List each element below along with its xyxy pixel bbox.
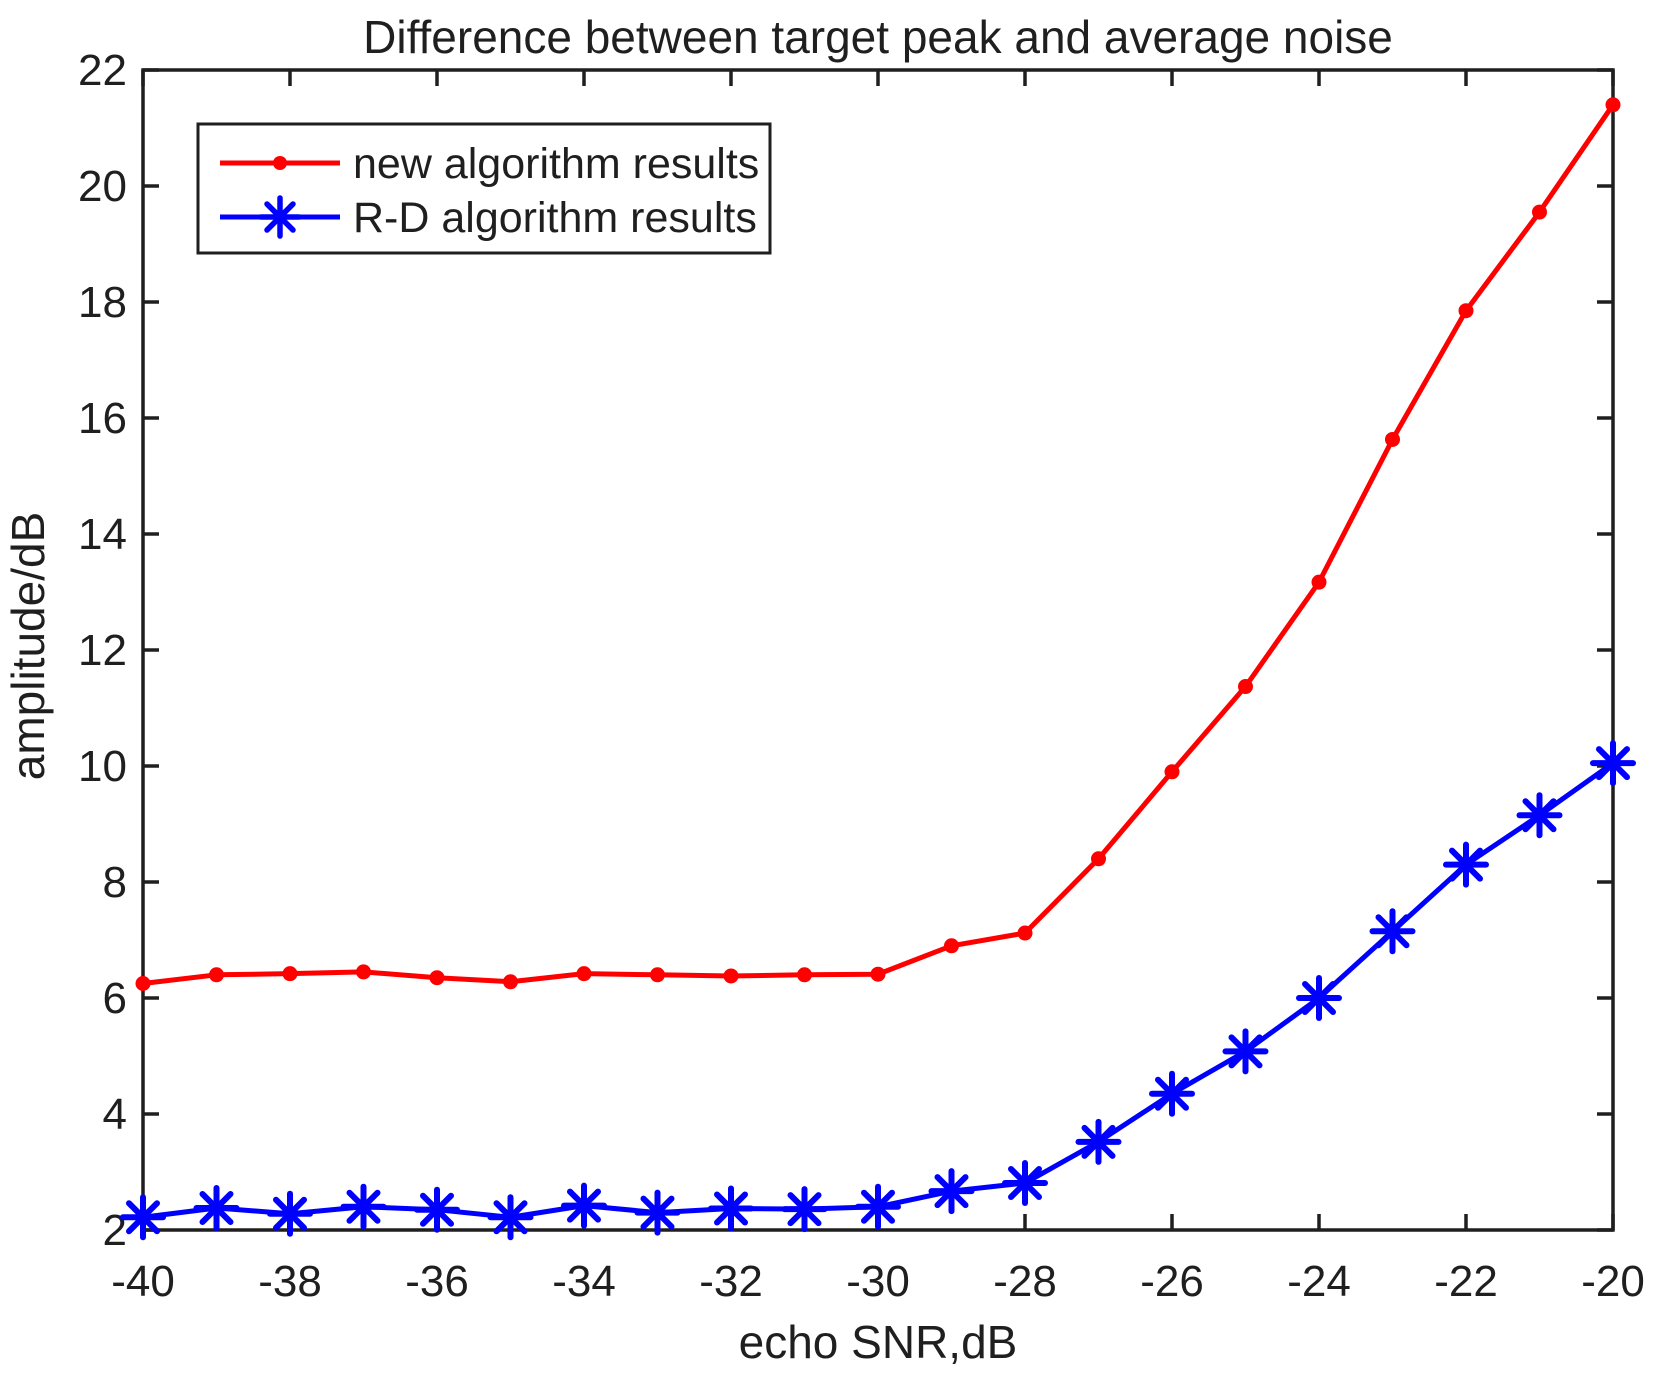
dot-marker-icon [273, 156, 287, 170]
asterisk-arm [420, 1192, 454, 1227]
data-point-asterisk [1369, 908, 1416, 955]
asterisk-arm [861, 1189, 895, 1224]
x-tick-label: -40 [111, 1257, 175, 1306]
data-point-asterisk [708, 1185, 754, 1232]
data-point-asterisk [1149, 1070, 1195, 1117]
data-point-dot [356, 964, 371, 980]
data-point-dot [429, 970, 445, 986]
data-point-asterisk [634, 1189, 681, 1236]
data-point-asterisk [120, 1194, 166, 1241]
legend-entry-new-algorithm: new algorithm results [220, 140, 759, 188]
legend-label-new-algorithm: new algorithm results [353, 140, 759, 188]
asterisk-arm [714, 1191, 748, 1226]
y-tick-label: 22 [78, 46, 127, 95]
asterisk-arm [1081, 1124, 1116, 1159]
data-point-asterisk [414, 1186, 460, 1233]
data-point-asterisk [1296, 975, 1342, 1021]
data-point-dot [1311, 574, 1327, 590]
y-tick-label: 10 [78, 742, 127, 791]
asterisk-marker-icon [258, 195, 302, 239]
data-point-dot [1605, 97, 1621, 113]
x-tick-label: -24 [1287, 1257, 1351, 1306]
data-point-dot [503, 974, 518, 990]
asterisk-arm [126, 1200, 160, 1235]
y-tick-label: 12 [78, 626, 127, 675]
chart-title: Difference between target peak and avera… [363, 11, 1393, 63]
asterisk-arm [1449, 847, 1483, 882]
asterisk-arm [493, 1200, 528, 1235]
data-point-dot [1017, 925, 1033, 941]
data-point-dot [797, 967, 812, 983]
legend-label-rd-algorithm: R-D algorithm results [353, 194, 757, 242]
y-tick-label: 8 [103, 858, 127, 907]
y-tick-label: 20 [78, 162, 127, 211]
data-point-asterisk [1075, 1118, 1122, 1165]
data-point-dot [135, 976, 151, 991]
y-tick-label: 14 [78, 510, 127, 559]
data-point-dot [723, 968, 739, 984]
asterisk-arm [273, 1196, 307, 1231]
data-point-dot [1458, 303, 1474, 319]
asterisk-arm [640, 1195, 675, 1230]
x-tick-label: -28 [993, 1257, 1057, 1306]
data-point-asterisk [928, 1168, 975, 1215]
data-point-asterisk [781, 1186, 828, 1233]
asterisk-arm [1375, 914, 1410, 949]
data-point-asterisk [1443, 841, 1489, 888]
data-point-asterisk [193, 1184, 240, 1231]
asterisk-arm [1522, 798, 1557, 833]
x-tick-label: -36 [405, 1257, 469, 1306]
data-point-dot [870, 966, 886, 982]
data-point-asterisk [855, 1183, 901, 1230]
data-point-dot [1091, 851, 1106, 867]
series-line-rd-algorithm [142, 761, 1615, 1220]
data-point-asterisk [340, 1183, 387, 1230]
asterisk-arm [1302, 981, 1336, 1015]
data-point-asterisk [561, 1182, 607, 1229]
data-point-asterisk [487, 1194, 534, 1241]
y-axis-label: amplitude/dB [2, 512, 54, 781]
data-point-dot [209, 967, 224, 983]
asterisk-arm [1228, 1034, 1263, 1069]
y-tick-label: 4 [103, 1090, 127, 1139]
data-point-dot [944, 938, 959, 954]
x-tick-label: -22 [1434, 1257, 1498, 1306]
asterisk-arm [787, 1192, 822, 1227]
legend-entry-rd-algorithm: R-D algorithm results [220, 194, 757, 242]
legend: new algorithm results R-D algorithm resu… [196, 122, 772, 255]
data-point-dot [1385, 431, 1400, 447]
data-point-dot [1164, 764, 1180, 780]
data-point-dot [576, 966, 592, 982]
data-point-dot [1532, 204, 1547, 220]
plot-area: -40 -38 -36 -34 -32 -30 -28 -26 -24 -22 -20 2 4 6 8 10 1… [78, 46, 1645, 1306]
asterisk-arm [346, 1189, 381, 1224]
x-tick-label: -30 [846, 1257, 910, 1306]
x-tick-label: -38 [258, 1257, 322, 1306]
data-point-asterisk [1516, 792, 1563, 839]
asterisk-arm [934, 1174, 969, 1209]
data-point-dot [282, 966, 298, 982]
y-tick-label: 16 [78, 394, 127, 443]
y-tick-label: 18 [78, 278, 127, 327]
data-point-asterisk [1002, 1160, 1048, 1207]
asterisk-arm [1596, 746, 1630, 781]
data-point-asterisk [1222, 1028, 1269, 1075]
asterisk-arm [1155, 1076, 1189, 1111]
asterisk-arm [199, 1190, 234, 1225]
data-point-dot [1238, 679, 1253, 695]
asterisk-arm [1008, 1166, 1042, 1201]
x-tick-label: -26 [1140, 1257, 1204, 1306]
y-tick-label: 2 [103, 1206, 127, 1255]
x-axis-label: echo SNR,dB [739, 1316, 1018, 1368]
y-tick-label: 6 [103, 974, 127, 1023]
data-point-dot [650, 967, 665, 983]
x-tick-label: -20 [1581, 1257, 1645, 1306]
x-tick-label: -34 [552, 1257, 616, 1306]
data-point-asterisk [1590, 740, 1636, 787]
data-point-asterisk [267, 1190, 313, 1237]
x-tick-label: -32 [699, 1257, 763, 1306]
asterisk-arm [567, 1188, 601, 1223]
